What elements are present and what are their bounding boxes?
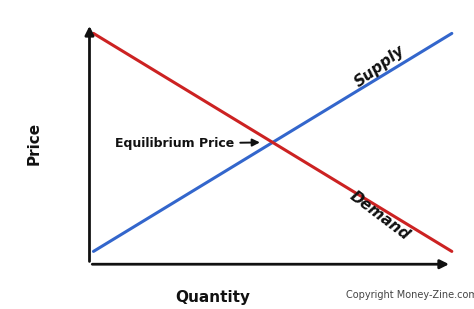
Text: Copyright Money-Zine.com: Copyright Money-Zine.com [346, 290, 474, 300]
Text: Demand: Demand [347, 188, 413, 243]
Text: Price: Price [26, 122, 41, 165]
Text: Supply: Supply [352, 43, 408, 91]
Text: Equilibrium Price: Equilibrium Price [116, 137, 258, 150]
Text: Quantity: Quantity [175, 290, 250, 305]
